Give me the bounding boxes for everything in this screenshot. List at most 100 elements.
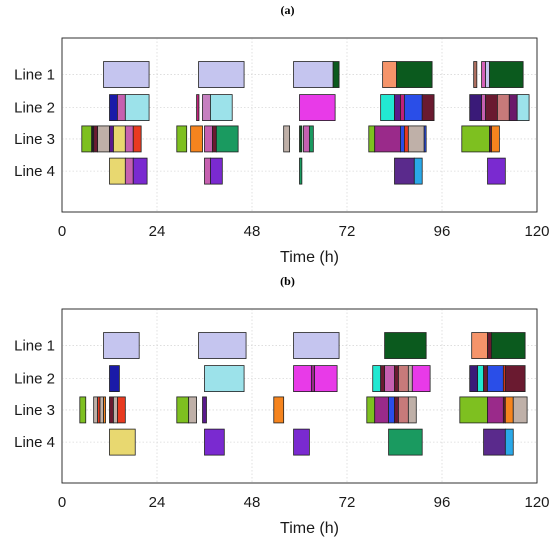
task-bar [293, 61, 334, 88]
task-bar [504, 365, 526, 393]
y-tick-label: Line 3 [14, 131, 55, 148]
task-bar [310, 365, 315, 393]
task-bar [332, 61, 340, 88]
task-bar [423, 125, 427, 153]
task-bar [109, 157, 126, 185]
task-bar [198, 61, 245, 88]
task-bar [394, 94, 401, 121]
task-bar [403, 94, 423, 121]
task-bar [293, 428, 310, 456]
task-bar [483, 428, 506, 456]
task-bar [491, 125, 500, 153]
task-bar [99, 396, 104, 424]
task-bar [366, 396, 376, 424]
task-bar [471, 332, 488, 359]
task-bar [109, 396, 114, 424]
task-bar [293, 365, 312, 393]
task-bar [117, 396, 126, 424]
x-tick-label: 48 [244, 223, 261, 240]
task-bar [473, 61, 478, 88]
task-bar [374, 396, 389, 424]
task-bar [293, 332, 340, 359]
task-bar [388, 396, 395, 424]
task-bar [273, 396, 285, 424]
task-bar [204, 157, 211, 185]
task-bar [394, 396, 399, 424]
task-bar [124, 157, 134, 185]
task-bar [103, 61, 150, 88]
task-bar [188, 396, 197, 424]
task-bar [400, 125, 405, 153]
task-bar [210, 94, 233, 121]
task-bar [132, 125, 142, 153]
task-bar [202, 94, 211, 121]
task-bar [481, 61, 486, 88]
task-bar [283, 125, 291, 153]
task-bar [176, 396, 190, 424]
task-bar [93, 396, 99, 424]
task-bar [508, 94, 518, 121]
task-bar [407, 125, 425, 153]
task-bar [487, 157, 506, 185]
task-bar [398, 365, 409, 393]
task-bar [400, 94, 405, 121]
task-bar [314, 365, 338, 393]
task-bar [459, 396, 488, 424]
task-bar [210, 157, 223, 185]
x-tick-label: 24 [149, 223, 166, 240]
task-bar [204, 428, 225, 456]
task-bar [204, 125, 213, 153]
task-bar [204, 365, 245, 393]
task-bar [504, 428, 514, 456]
task-bar [485, 94, 498, 121]
task-bar [374, 125, 401, 153]
task-bar [212, 125, 217, 153]
task-bar [176, 125, 188, 153]
task-bar [477, 365, 484, 393]
task-bar [299, 157, 303, 185]
task-bar [109, 94, 118, 121]
y-tick-label: Line 2 [14, 371, 55, 388]
task-bar [421, 94, 435, 121]
x-tick-label: 0 [58, 494, 66, 511]
x-tick-label: 120 [524, 223, 549, 240]
task-bar [512, 396, 528, 424]
task-bar [491, 332, 526, 359]
task-bar [483, 365, 488, 393]
task-bar [469, 365, 479, 393]
y-tick-label: Line 3 [14, 402, 55, 419]
gantt-panel-b: (b) Line 1 Line 2 Line 3 Line 4 0 24 48 72 96 120 T… [14, 274, 549, 537]
task-bar [124, 125, 134, 153]
task-bar [504, 396, 514, 424]
x-axis-label: Time (h) [280, 249, 339, 266]
task-bar [79, 396, 87, 424]
x-tick-label: 0 [58, 223, 66, 240]
task-bar [103, 396, 106, 424]
task-bar [109, 428, 136, 456]
plot-border [61, 37, 538, 213]
task-bar [113, 396, 118, 424]
task-bar [196, 94, 200, 121]
x-tick-label: 72 [339, 494, 356, 511]
task-bar [394, 365, 399, 393]
task-bar [202, 396, 207, 424]
task-bar [485, 61, 490, 88]
task-bar [516, 94, 530, 121]
task-bar [97, 125, 110, 153]
task-bar [382, 61, 397, 88]
task-bar [117, 94, 126, 121]
task-bar [384, 332, 427, 359]
plot-border [61, 308, 538, 484]
y-tick-label: Line 1 [14, 338, 55, 355]
task-bar [308, 125, 314, 153]
task-bar [299, 125, 303, 153]
x-axis-label: Time (h) [280, 520, 339, 537]
task-bar [407, 365, 413, 393]
task-bar [380, 94, 395, 121]
task-bar [299, 94, 336, 121]
task-bar [487, 365, 504, 393]
task-bar [124, 94, 150, 121]
panel-label: (a) [281, 3, 295, 17]
task-bar [411, 365, 431, 393]
task-bar [303, 125, 310, 153]
